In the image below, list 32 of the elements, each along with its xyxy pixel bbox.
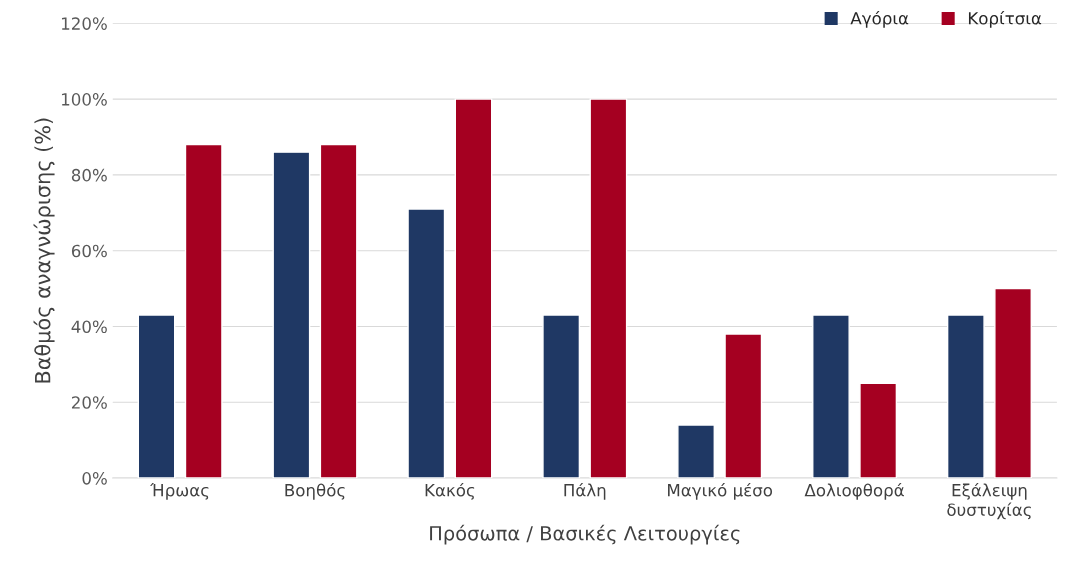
bar [137, 314, 176, 479]
x-tick-label: Κακός [425, 482, 475, 500]
x-tick-label: Εξάλειψη δυστυχίας [947, 482, 1031, 520]
bar [812, 314, 850, 479]
bar [319, 143, 358, 479]
bar [859, 382, 898, 479]
x-axis-title: Πρόσωπα / Βασικές Λειτουργίες [430, 524, 740, 545]
bar [677, 424, 715, 479]
bar [589, 98, 628, 479]
bar [946, 314, 985, 479]
y-tick-label: 100% [61, 93, 107, 106]
bar [994, 287, 1032, 479]
legend-label: Αγόρια [850, 11, 909, 28]
legend-label: Κορίτσια [968, 11, 1042, 28]
y-tick-label: 60% [71, 244, 107, 258]
x-tick-label: Δολιοφθορά [804, 482, 904, 500]
y-tick-label: 20% [71, 396, 107, 409]
bar [407, 208, 446, 479]
x-tick-label: Μαγικό μέσο [668, 482, 773, 500]
y-tick-label: 40% [71, 320, 107, 334]
bar [542, 314, 581, 479]
y-tick-label: 0% [82, 472, 107, 485]
bar [454, 98, 493, 479]
bar [184, 143, 223, 479]
x-tick-label: Βοηθός [285, 482, 345, 500]
x-tick-label: Πάλη [564, 482, 606, 500]
y-tick-label: 120% [61, 17, 107, 30]
y-axis-title: Βαθμός αναγνώρισης (%) [33, 118, 55, 383]
bar [724, 333, 763, 479]
bar [272, 151, 311, 479]
y-tick-label: 80% [71, 168, 107, 182]
x-tick-label: Ήρωας [150, 482, 209, 500]
